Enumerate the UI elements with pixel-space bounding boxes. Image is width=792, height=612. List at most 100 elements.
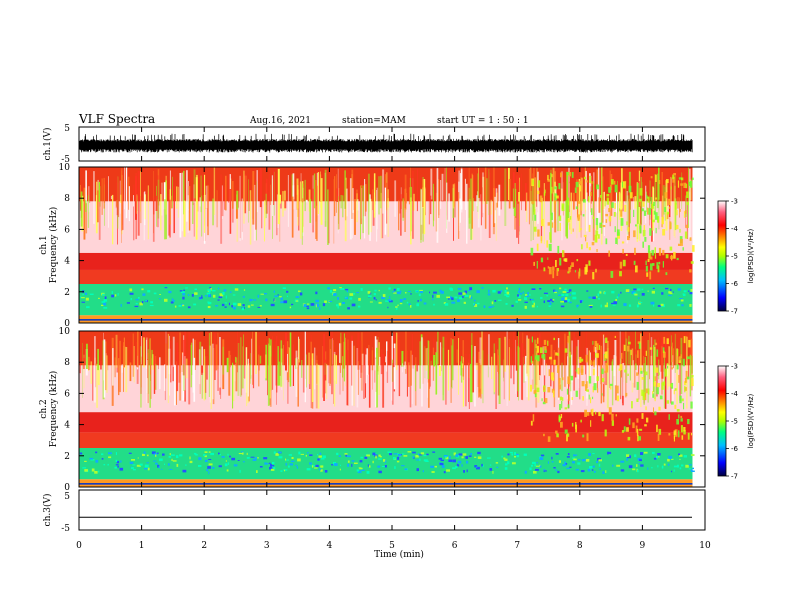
spectrogram-tail-speckle	[662, 350, 665, 353]
spectrogram-speckle	[132, 469, 136, 471]
spectrogram-striation	[355, 189, 358, 200]
spectrogram-striation	[620, 365, 622, 400]
spectrogram-striation	[121, 364, 123, 373]
spectrogram-speckle	[159, 294, 161, 295]
spectrogram-striation	[664, 187, 666, 221]
spectrogram-striation	[205, 185, 208, 209]
spectrogram-striation	[224, 186, 225, 210]
spectrogram-speckle	[224, 302, 228, 304]
spectrogram-speckle	[79, 452, 83, 455]
spectrogram-speckle	[291, 460, 295, 462]
spectrogram-speckle	[592, 465, 595, 468]
spectrogram-striation	[532, 173, 534, 205]
spectrogram-striation	[344, 170, 346, 209]
spectrogram-tail-speckle	[568, 200, 570, 206]
spectrogram-speckle	[103, 299, 108, 302]
spectrogram-speckle	[463, 301, 466, 304]
spectrogram-tail-speckle	[590, 397, 592, 404]
spectrogram-speckle	[466, 469, 468, 473]
spectrogram-striation	[468, 353, 470, 409]
spectrogram-speckle	[375, 299, 377, 301]
spectrogram-speckle	[529, 298, 531, 301]
spectrogram-striation	[408, 187, 411, 205]
spectrogram-striation	[140, 356, 142, 388]
spectrogram-speckle	[332, 292, 337, 296]
spectrogram-striation	[411, 333, 414, 365]
spectrogram-speckle	[613, 301, 618, 305]
spectrogram-speckle	[135, 298, 139, 301]
spectrogram-striation	[228, 350, 231, 396]
spectrogram-speckle	[652, 451, 655, 454]
spectrogram-tail-speckle	[664, 192, 668, 199]
spectrogram-striation	[80, 184, 81, 210]
spectrogram-striation	[229, 355, 231, 368]
spectrogram-tail-speckle	[638, 436, 641, 441]
spectrogram-tail-speckle	[630, 192, 633, 199]
spectrogram-striation	[503, 352, 504, 378]
spectrogram-tail-speckle	[673, 251, 676, 259]
spectrogram-tail-speckle	[655, 174, 657, 182]
ch1-spectrogram-ylabel: ch.1Frequency (kHz)	[39, 207, 59, 284]
spectrogram-speckle	[224, 463, 228, 467]
spectrogram-tail-speckle	[640, 200, 642, 207]
spectrogram-speckle	[511, 453, 514, 456]
spectrogram-speckle	[604, 292, 606, 295]
spectrogram-tail-speckle	[558, 416, 561, 421]
spectrogram-speckle	[194, 288, 197, 290]
spectrogram-striation	[468, 167, 470, 218]
spectrogram-speckle	[641, 288, 644, 291]
spectrogram-striation	[248, 185, 250, 211]
spectrogram-striation	[677, 197, 679, 209]
spectrogram-tail-speckle	[555, 352, 558, 356]
spectrogram-tail-speckle	[575, 206, 578, 210]
spectrogram-speckle	[165, 299, 167, 302]
spectrogram-tail-speckle	[682, 247, 684, 251]
spectrogram-speckle	[504, 293, 508, 296]
spectrogram-speckle	[394, 466, 396, 469]
spectrogram-speckle	[356, 469, 360, 472]
spectrogram-tail-speckle	[568, 394, 570, 401]
colorbar-tick-label: -5	[731, 253, 738, 261]
spectrogram-tail-speckle	[588, 260, 591, 266]
spectrogram-striation	[544, 358, 546, 376]
spectrogram-tail-speckle	[530, 247, 534, 256]
spectrogram-tail-speckle	[630, 349, 632, 356]
spectrogram-tail-speckle	[549, 232, 552, 240]
spectrogram-tail-speckle	[604, 200, 606, 207]
start-ut-label: start UT = 1 : 50 : 1	[437, 116, 529, 126]
spectrogram-tail-speckle	[614, 203, 616, 209]
spectrogram-speckle	[396, 460, 400, 463]
spectrogram-tail-speckle	[583, 199, 586, 203]
xtick-label: 0	[76, 541, 82, 551]
spectrogram-speckle	[282, 287, 286, 289]
spectrogram-striation	[233, 364, 235, 402]
spectrogram-tail-speckle	[642, 201, 645, 207]
spectrogram-tail-speckle	[566, 388, 569, 395]
spectrogram-striation	[521, 173, 522, 211]
spectrogram-striation	[279, 194, 282, 204]
spectrogram-striation	[567, 342, 569, 377]
spectrogram-speckle	[599, 291, 602, 294]
spectrogram-tail-speckle	[644, 424, 647, 427]
spectrogram-striation	[508, 338, 510, 401]
spectrogram-speckle	[403, 298, 407, 300]
spectrogram-tail-speckle	[591, 241, 595, 246]
spectrogram-tail-speckle	[590, 191, 592, 197]
colorbar-label: log(PSD)(V²/Hz)	[747, 393, 755, 448]
spectrogram-striation	[212, 348, 215, 405]
spectrogram-striation	[475, 362, 478, 371]
spectrogram-speckle	[532, 461, 536, 465]
spectrogram-tail-speckle	[623, 181, 626, 189]
spectrogram-speckle	[607, 451, 612, 454]
spectrogram-speckle	[412, 451, 416, 454]
spectrogram-speckle	[506, 291, 510, 295]
spectrogram-speckle	[487, 457, 491, 459]
spectrogram-speckle	[688, 290, 690, 292]
spectrogram-speckle	[516, 454, 520, 458]
spectrogram-striation	[447, 349, 450, 391]
spectrogram-speckle	[203, 454, 206, 457]
spectrogram-tail-speckle	[530, 356, 532, 363]
spectrogram-striation	[487, 354, 489, 378]
spectrogram-striation	[97, 348, 99, 371]
spectrogram-striation	[621, 168, 623, 209]
